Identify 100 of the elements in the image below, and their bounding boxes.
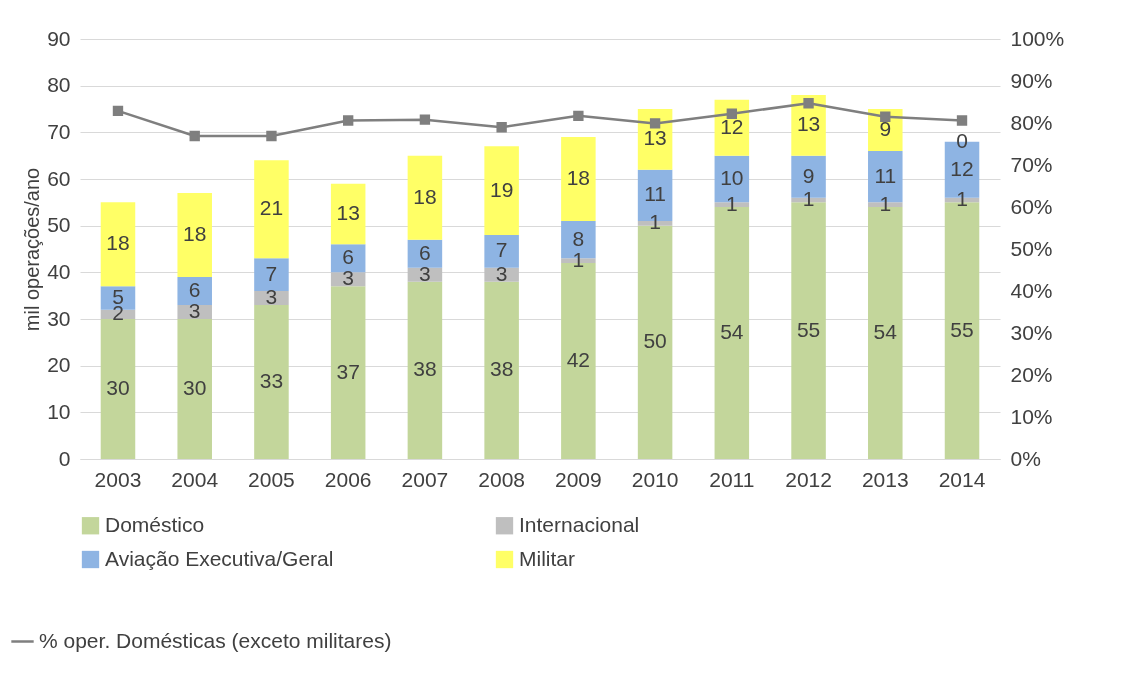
y-tick-label: 60 [47,166,71,190]
y-tick-label: 70 [47,119,71,143]
data-label: 38 [489,357,514,381]
y-tick-label: 50 [47,213,71,237]
data-label: 54 [873,320,898,343]
bar [330,286,366,459]
bar [100,202,136,287]
bar [484,146,519,235]
x-tick-label: 2009 [555,467,602,491]
data-label: 9 [802,163,815,187]
bar [330,183,366,245]
data-label: 9 [879,117,892,140]
point [419,114,431,125]
y-tick-label: 40 [47,259,71,283]
point [573,110,584,122]
y-tick-label: 10 [47,399,71,423]
point [342,115,354,126]
data-label: 12 [950,156,974,180]
data-label: 1 [802,187,815,210]
bar [484,281,519,459]
x-tick-label: 2013 [861,467,909,491]
data-label: 11 [644,182,666,206]
data-label: 7 [495,238,508,262]
data-label: 30 [183,376,207,399]
bar [484,235,519,268]
y2-tick-label: 80% [1010,110,1053,134]
legend-label: Doméstico [105,512,205,536]
data-label: 19 [489,177,514,201]
point [496,122,507,133]
bar [254,305,289,459]
y2-tick-label: 60% [1010,194,1053,218]
y-tick-label: 0 [58,446,71,470]
bar [177,193,212,277]
x-tick-label: 2004 [171,467,219,491]
data-label: 13 [796,112,821,136]
point [112,105,124,116]
data-label: 1 [572,247,585,271]
legend-label: Aviação Executiva/Geral [105,546,334,570]
point [803,98,814,109]
data-label: 50 [643,329,667,353]
data-label: 6 [188,278,201,301]
y-tick-label: 90 [47,26,71,50]
data-label: 18 [566,166,591,189]
x-tick-label: 2011 [709,467,755,491]
x-tick-label: 2005 [248,467,295,491]
point [189,130,200,142]
data-label: 1 [649,210,661,234]
data-label: 3 [419,261,431,285]
data-label: 1 [956,187,968,210]
data-label: 54 [720,320,744,343]
x-tick-label: 2006 [324,467,372,491]
legend-label: Internacional [519,512,640,536]
x-tick-label: 2007 [401,467,449,491]
data-label: 1 [725,191,738,215]
data-label: 42 [566,348,591,371]
data-label: 33 [259,369,284,392]
bar [561,137,596,221]
x-tick-label: 2010 [631,467,679,491]
data-label: 7 [265,261,278,285]
y-axis-title: mil operações/ano [21,167,44,332]
data-label: 11 [874,163,897,187]
data-label: 3 [495,261,508,285]
point [726,108,738,119]
point [266,130,277,142]
data-label: 18 [183,222,207,245]
data-label: 18 [106,231,130,255]
bar [407,155,443,240]
legend-label: Militar [519,546,575,570]
bar [254,160,289,259]
data-label: 10 [720,166,744,189]
bar [177,277,212,305]
y2-tick-label: 70% [1010,152,1053,176]
point [649,118,661,129]
data-label: 3 [342,266,355,290]
bar [791,95,826,156]
bar [177,319,212,459]
y2-tick-label: 90% [1010,68,1053,92]
y2-tick-label: 40% [1010,278,1053,302]
bar [407,281,443,459]
x-tick-label: 2008 [478,467,525,491]
data-label: 55 [796,317,821,341]
data-label: 18 [413,184,437,208]
data-label: 12 [720,114,744,138]
data-label: 38 [413,357,437,381]
y-tick-label: 80 [47,73,71,97]
data-label: 8 [572,226,585,250]
x-tick-label: 2003 [94,467,142,491]
y2-tick-label: 50% [1010,236,1053,260]
point [880,111,891,122]
legend-label: % oper. Domésticas (exceto militares) [39,628,392,652]
y2-tick-label: 10% [1010,404,1053,428]
point [956,115,968,126]
data-label: 6 [419,240,431,264]
data-label: 21 [259,196,284,220]
data-label: 3 [265,285,278,308]
y2-tick-label: 30% [1010,320,1053,344]
y-tick-label: 20 [47,353,71,377]
x-tick-label: 2014 [938,467,986,491]
data-label: 1 [879,191,892,215]
data-label: 6 [342,245,355,269]
